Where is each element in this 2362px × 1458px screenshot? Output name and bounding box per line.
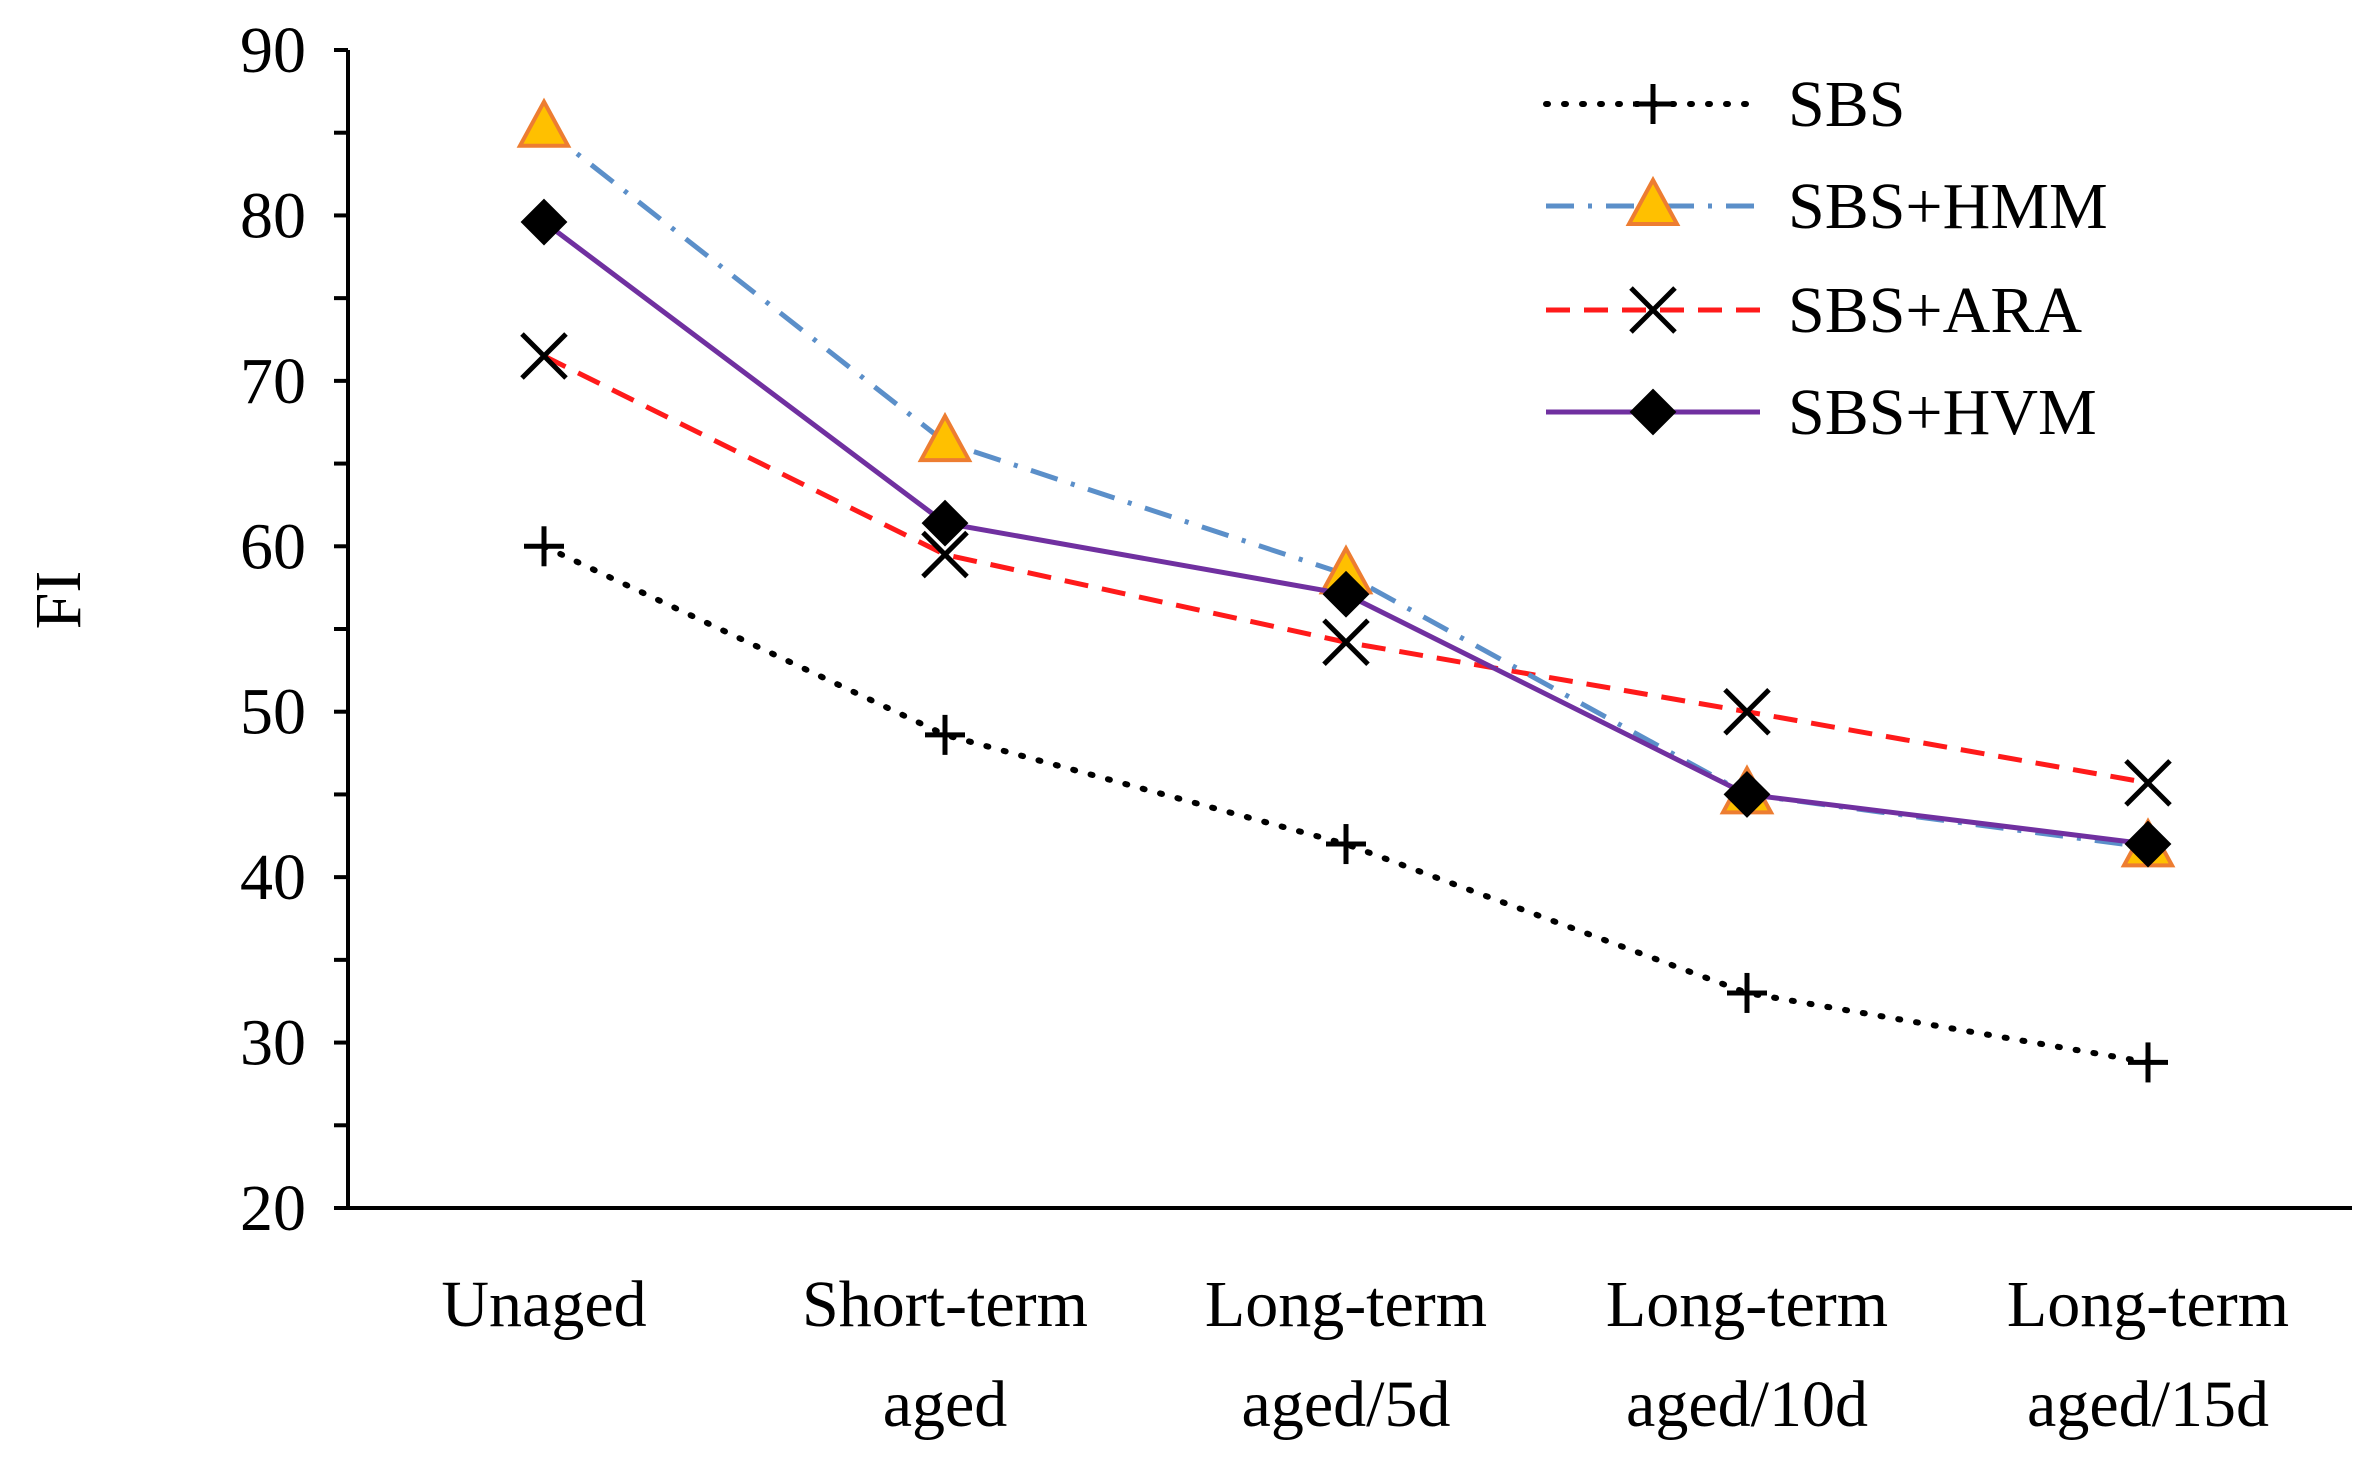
x-tick-label-line: aged/5d bbox=[1242, 1368, 1451, 1441]
legend-item: SBS bbox=[1543, 68, 1905, 141]
data-point bbox=[1723, 771, 1771, 818]
x-tick-label: Long-term aged/15d bbox=[2007, 1268, 2289, 1441]
data-point bbox=[917, 411, 973, 463]
legend-marker bbox=[1629, 388, 1677, 436]
legend-label: SBS+ARA bbox=[1788, 274, 2082, 347]
data-point bbox=[524, 526, 564, 567]
data-point bbox=[1723, 687, 1771, 736]
y-tick-label: 60 bbox=[240, 510, 306, 583]
x-tick-label-line: Short-term bbox=[802, 1268, 1088, 1341]
legend-marker bbox=[1633, 84, 1673, 124]
series-line bbox=[541, 543, 2151, 1066]
series-layer bbox=[516, 97, 2176, 1083]
axes: 20 30 40 50 60 70 80 90 FI Unaged Short-term aged Lo… bbox=[22, 14, 2352, 1441]
x-tick-label-line: Long-term bbox=[2007, 1268, 2289, 1341]
data-point bbox=[925, 714, 965, 755]
legend-marker bbox=[1625, 175, 1681, 226]
legend-item: SBS+ARA bbox=[1546, 274, 2082, 347]
data-point bbox=[1322, 618, 1370, 667]
data-point bbox=[2128, 1042, 2168, 1083]
series-sbs bbox=[524, 526, 2168, 1083]
legend: SBS SBS+HMM SBS+ARA SBS+HVM bbox=[1543, 68, 2108, 449]
series-sbs-hvm bbox=[520, 198, 2172, 868]
data-point bbox=[2124, 820, 2172, 868]
x-tick-label-line: aged/15d bbox=[2027, 1368, 2269, 1441]
data-point bbox=[921, 499, 969, 547]
x-tick-label: Short-term aged bbox=[802, 1268, 1088, 1441]
x-tick-label: Unaged bbox=[441, 1268, 646, 1341]
x-tick-label-line: aged/10d bbox=[1626, 1368, 1868, 1441]
data-point bbox=[1727, 972, 1767, 1013]
y-tick-label: 80 bbox=[240, 179, 306, 252]
legend-item: SBS+HVM bbox=[1546, 376, 2097, 449]
y-tick-label: 90 bbox=[240, 14, 306, 87]
x-tick-label-line: Long-term bbox=[1606, 1268, 1888, 1341]
x-tick-label-line: aged bbox=[883, 1368, 1008, 1441]
series-sbs-ara bbox=[520, 332, 2172, 807]
legend-label: SBS+HMM bbox=[1788, 170, 2108, 243]
x-tick-label-line: Long-term bbox=[1205, 1268, 1487, 1341]
y-tick-label: 70 bbox=[240, 345, 306, 418]
data-point bbox=[1322, 570, 1370, 618]
data-point bbox=[520, 198, 568, 246]
data-point bbox=[921, 530, 969, 579]
x-tick-label: Long-term aged/5d bbox=[1205, 1268, 1487, 1441]
legend-marker bbox=[1629, 286, 1677, 334]
legend-label: SBS+HVM bbox=[1788, 376, 2097, 449]
y-tick-label: 30 bbox=[240, 1007, 306, 1080]
legend-label: SBS bbox=[1788, 68, 1905, 141]
data-point bbox=[1326, 824, 1366, 865]
data-point bbox=[516, 97, 572, 148]
y-tick-label: 50 bbox=[240, 676, 306, 749]
y-tick-label: 40 bbox=[240, 841, 306, 914]
y-tick-label: 20 bbox=[240, 1172, 306, 1245]
x-tick-label-line: Unaged bbox=[441, 1268, 646, 1341]
data-point bbox=[2124, 759, 2172, 807]
y-axis-title: FI bbox=[22, 571, 95, 630]
legend-item: SBS+HMM bbox=[1546, 170, 2108, 243]
x-tick-label: Long-term aged/10d bbox=[1606, 1268, 1888, 1441]
data-point bbox=[520, 332, 568, 380]
